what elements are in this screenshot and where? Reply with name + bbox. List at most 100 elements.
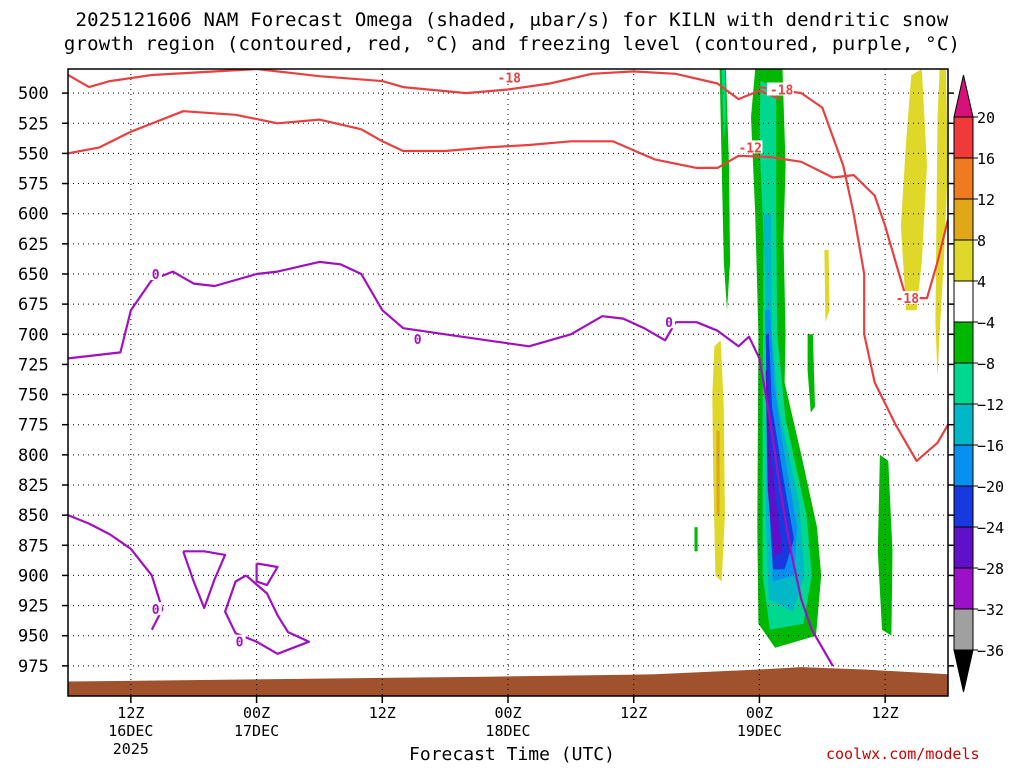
colorbar-segment [953, 362, 974, 405]
shade-green-dot [694, 527, 698, 552]
x-tick-label: 12Z [117, 704, 144, 722]
x-tick-label: 00Z [494, 704, 521, 722]
y-tick-label: 750 [18, 386, 49, 406]
shade-orange-lower [716, 430, 720, 516]
colorbar-label: 16 [977, 150, 995, 168]
colorbar-segment [953, 198, 974, 241]
shade-green-small-1 [807, 334, 815, 413]
contour-label-bg [148, 266, 162, 280]
y-tick-label: 550 [18, 144, 49, 164]
chart-title-line2: growth region (contoured, red, °C) and f… [63, 33, 961, 55]
colorbar-label: −12 [977, 396, 1004, 414]
contour-label: -18 [770, 83, 794, 98]
y-tick-label: 975 [18, 657, 49, 677]
credit-link[interactable]: coolwx.com/models [826, 745, 980, 763]
y-tick-label: 800 [18, 446, 49, 466]
colorbar-segment [953, 485, 974, 528]
y-tick-label: 900 [18, 566, 49, 586]
y-tick-label: 500 [18, 84, 49, 104]
contour-temperature-line [68, 110, 908, 299]
x-tick-date-label: 17DEC [234, 722, 279, 740]
shade-yellow-right-1 [900, 69, 927, 311]
y-tick-label: 775 [18, 416, 49, 436]
colorbar-segment [953, 444, 974, 487]
y-tick-label: 625 [18, 235, 49, 255]
colorbar-label: 4 [977, 273, 986, 291]
y-tick-label: 700 [18, 325, 49, 345]
y-tick-label: 825 [18, 476, 49, 496]
contour-temperature-line [759, 86, 948, 462]
colorbar-label: 8 [977, 232, 986, 250]
x-tick-date-label: 19DEC [737, 722, 782, 740]
contour-label-bg [662, 315, 676, 329]
colorbar-label: −8 [977, 355, 995, 373]
contour-label-bg [494, 70, 522, 84]
x-tick-label: 12Z [620, 704, 647, 722]
colorbar-label: −24 [977, 519, 1004, 537]
contour-label-bg [766, 82, 794, 96]
contour-label: -12 [738, 141, 761, 156]
colorbar-label: −20 [977, 478, 1004, 496]
y-tick-label: 875 [18, 536, 49, 556]
colorbar-segment [953, 280, 974, 323]
colorbar-label: −4 [977, 314, 995, 332]
chart-title-line1: 2025121606 NAM Forecast Omega (shaded, μ… [75, 9, 949, 31]
colorbar-label: −16 [977, 437, 1004, 455]
shade-yellow-right-2 [935, 69, 948, 377]
contour-freezing-line [182, 550, 227, 610]
y-tick-label: 850 [18, 506, 49, 526]
contour-freezing-line [68, 260, 834, 667]
shade-green-col-1 [719, 69, 731, 311]
y-tick-label: 950 [18, 627, 49, 647]
contour-label-bg [232, 634, 246, 648]
x-tick-date-label: 16DEC [108, 722, 153, 740]
terrain-surface [68, 667, 948, 696]
contour-freezing-line [255, 562, 279, 587]
colorbar-label: 20 [977, 109, 995, 127]
contour-label: 0 [152, 603, 160, 618]
colorbar-label: −32 [977, 601, 1004, 619]
x-tick-label: 00Z [243, 704, 270, 722]
x-tick-label: 12Z [872, 704, 899, 722]
colorbar-segment [953, 567, 974, 610]
contour-label-bg [735, 140, 763, 154]
colorbar-segment [953, 608, 974, 651]
x-tick-label: 12Z [369, 704, 396, 722]
contour-freezing-line [68, 514, 164, 631]
contour-label: 0 [236, 636, 244, 651]
y-tick-label: 575 [18, 175, 49, 195]
contour-label-bg [148, 602, 162, 616]
y-tick-label: 675 [18, 295, 49, 315]
x-tick-date-label: 18DEC [485, 722, 530, 740]
y-tick-label: 650 [18, 265, 49, 285]
contour-freezing-line [224, 574, 311, 655]
colorbar-label: 12 [977, 191, 995, 209]
colorbar-segment [953, 403, 974, 446]
contour-label-bg [892, 291, 920, 305]
x-tick-year-label: 2025 [113, 740, 149, 758]
colorbar-segment [953, 116, 974, 159]
contour-label: 0 [665, 316, 673, 331]
colorbar-segment [953, 157, 974, 200]
shade-yellow-small [824, 249, 830, 323]
y-tick-label: 600 [18, 205, 49, 225]
shade-green-right [877, 454, 893, 636]
colorbar-segment [953, 321, 974, 364]
colorbar-label: −28 [977, 560, 1004, 578]
colorbar-top-triangle [953, 74, 974, 118]
colorbar-label: −36 [977, 642, 1004, 660]
shade-purple-main [765, 370, 783, 558]
contour-label: 0 [152, 268, 160, 283]
contour-temperature-line [68, 69, 781, 101]
colorbar-segment [953, 239, 974, 282]
x-tick-label: 00Z [746, 704, 773, 722]
y-tick-label: 525 [18, 114, 49, 134]
contour-label: -18 [498, 71, 522, 86]
y-tick-label: 725 [18, 355, 49, 375]
y-tick-label: 925 [18, 597, 49, 617]
x-axis-title: Forecast Time (UTC) [409, 744, 615, 765]
colorbar-segment [953, 526, 974, 569]
contour-label-bg [410, 332, 424, 346]
colorbar-bottom-triangle [953, 649, 974, 693]
